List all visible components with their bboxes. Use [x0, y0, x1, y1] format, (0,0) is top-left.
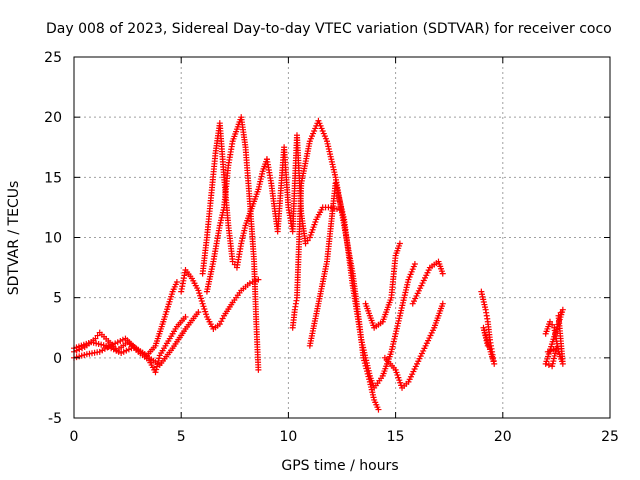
x-tick-label: 15: [387, 429, 405, 445]
data-point: [550, 346, 557, 353]
y-tick-label: 15: [44, 170, 62, 186]
data-point: [411, 260, 418, 267]
data-point: [484, 342, 491, 349]
data-point: [255, 366, 262, 373]
marker-layer: [71, 114, 566, 413]
data-point: [196, 290, 203, 297]
data-point: [201, 305, 208, 312]
data-point: [202, 308, 209, 315]
y-tick-label: 10: [44, 231, 62, 247]
chart-title: Day 008 of 2023, Sidereal Day-to-day VTE…: [46, 21, 612, 37]
data-point: [219, 315, 226, 322]
x-tick-label: 10: [279, 429, 297, 445]
y-tick-label: 0: [53, 351, 62, 367]
y-tick-label: 25: [44, 50, 62, 66]
data-point: [545, 362, 552, 369]
data-point: [405, 276, 412, 283]
data-point: [302, 240, 309, 247]
data-point: [197, 292, 204, 299]
x-tick-label: 25: [601, 429, 619, 445]
data-point: [396, 240, 403, 247]
y-tick-label: -5: [48, 411, 62, 427]
data-point: [553, 345, 560, 352]
data-point: [546, 318, 553, 325]
data-point: [408, 268, 415, 275]
data-point: [199, 300, 206, 307]
data-point: [200, 303, 207, 310]
data-point: [406, 274, 413, 281]
data-point: [544, 348, 551, 355]
data-point: [195, 287, 202, 294]
y-axis-label: SDTVAR / TECUs: [6, 181, 22, 296]
data-point: [92, 335, 99, 342]
data-point: [195, 309, 202, 316]
x-tick-label: 5: [177, 429, 186, 445]
data-point: [229, 258, 236, 265]
y-tick-label: 5: [53, 291, 62, 307]
data-point: [439, 300, 446, 307]
data-point: [182, 313, 189, 320]
data-point: [304, 237, 311, 244]
data-point: [203, 311, 210, 318]
tick-layer: 0 5 10 15 20 25 -5 0 5 10 15 20 25: [44, 50, 619, 445]
data-point: [153, 366, 160, 373]
data-point: [439, 270, 446, 277]
x-tick-label: 20: [494, 429, 512, 445]
data-point: [375, 406, 382, 413]
data-point: [94, 332, 101, 339]
data-point: [197, 295, 204, 302]
data-point: [549, 321, 556, 328]
data-point: [410, 263, 417, 270]
grid-layer: [74, 57, 610, 418]
data-point: [542, 360, 549, 367]
data-point: [409, 266, 416, 273]
y-tick-label: 20: [44, 110, 62, 126]
x-axis-label: GPS time / hours: [281, 458, 398, 474]
x-tick-label: 0: [70, 429, 79, 445]
data-point: [198, 298, 205, 305]
data-point: [156, 355, 163, 362]
data-point: [218, 318, 225, 325]
data-point: [173, 279, 180, 286]
data-point: [547, 347, 554, 354]
data-point: [152, 369, 159, 376]
data-point: [407, 271, 414, 278]
data-point: [246, 280, 253, 287]
